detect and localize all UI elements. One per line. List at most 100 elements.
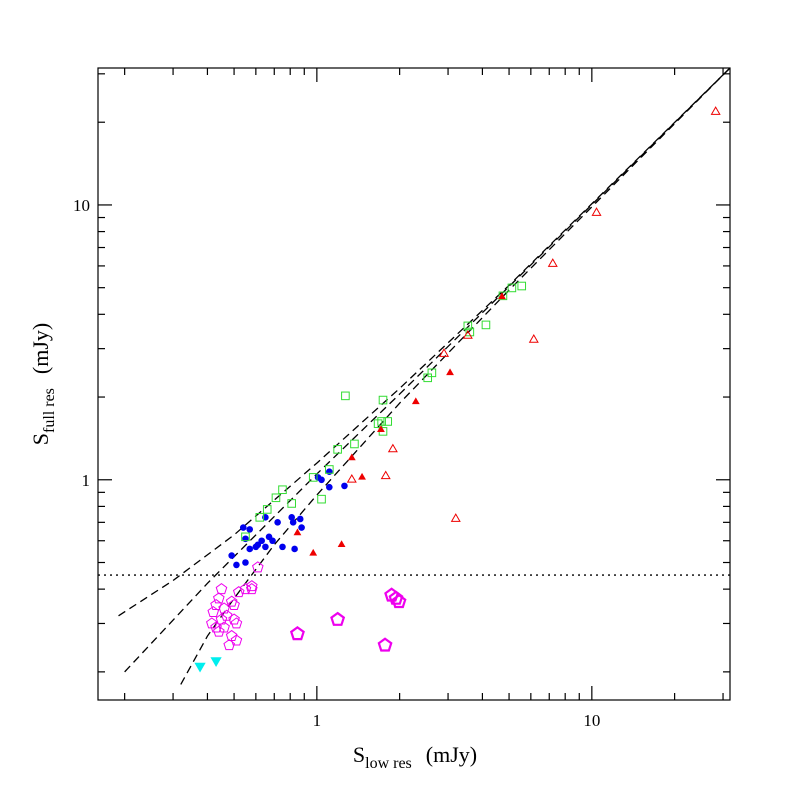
data-point [262,543,269,551]
data-point [212,625,225,637]
data-point [498,291,508,301]
data-point [346,473,357,483]
data-point [438,348,450,357]
data-point [507,283,517,293]
data-point [225,595,238,607]
data-point [341,482,348,490]
data-point [337,540,346,548]
x-tick-label: 10 [583,711,600,730]
data-point [288,514,295,521]
data-point [239,583,252,595]
data-point [591,207,602,216]
data-point [528,334,539,343]
data-point [258,537,265,545]
data-point [289,519,297,526]
data-point [274,519,281,526]
data-point [252,561,264,573]
data-point [517,281,527,291]
data-point [228,552,235,559]
data-point [462,330,473,339]
data-point [427,368,437,378]
data-point [210,657,222,667]
data-point [218,621,230,633]
data-point [377,425,385,433]
data-point [245,583,258,595]
data-point [358,472,366,480]
data-point [228,598,240,611]
data-point [318,476,325,484]
data-point [377,637,393,652]
data-point [245,580,258,592]
data-point [212,592,225,604]
data-point [262,505,272,514]
data-point [255,513,265,522]
data-point [230,617,243,629]
data-point [223,639,236,651]
x-axis-label: Slow res (mJy) [353,742,477,772]
data-point [207,605,220,618]
data-point [246,526,254,533]
y-axis-label: Sfull res (mJy) [28,323,58,445]
data-point [242,559,249,566]
data-point [347,453,356,461]
data-point [498,292,506,300]
data-point [232,586,245,598]
data-point [271,493,281,503]
data-point [233,561,240,569]
data-point [383,417,393,426]
data-point [326,483,333,491]
data-point [289,626,305,641]
data-point [330,611,346,626]
data-point [710,106,721,115]
y-tick-label: 1 [82,471,91,490]
x-tick-label: 1 [313,711,322,730]
data-point [241,532,250,542]
data-point [377,417,386,426]
y-label-sub: full res [41,388,58,433]
data-point [380,470,391,480]
plot-frame [97,67,731,701]
data-point [378,395,388,405]
data-point [308,473,318,482]
model-curve [180,67,731,685]
data-point [450,513,461,522]
data-point [350,439,359,449]
data-point [309,548,318,556]
data-point [246,545,254,553]
data-point [341,391,350,401]
data-point [269,537,276,545]
data-point [325,465,334,474]
x-label-unit: (mJy) [426,742,477,767]
data-point [391,593,407,609]
data-point [220,609,233,621]
data-point [465,327,475,337]
y-tick-label: 10 [73,196,90,215]
data-point [291,545,298,553]
x-label-sub: low res [365,755,412,772]
data-point [333,445,342,454]
data-point [411,397,420,405]
data-point [215,583,228,595]
data-point [326,468,333,475]
data-point [293,528,302,536]
data-point [194,662,206,673]
data-point [387,443,398,453]
data-point [230,634,243,646]
data-point [298,524,305,531]
data-point [481,320,491,330]
data-point [279,543,286,551]
data-point [547,258,558,267]
data-point [239,524,247,531]
y-label-unit: (mJy) [28,323,53,374]
data-point [317,494,326,504]
data-point [210,598,222,611]
data-point [287,499,296,508]
data-point [296,515,304,523]
data-point [278,485,287,495]
y-label-main: S [28,433,53,445]
data-point [446,368,454,376]
data-point [228,613,240,625]
model-curve [118,67,731,617]
